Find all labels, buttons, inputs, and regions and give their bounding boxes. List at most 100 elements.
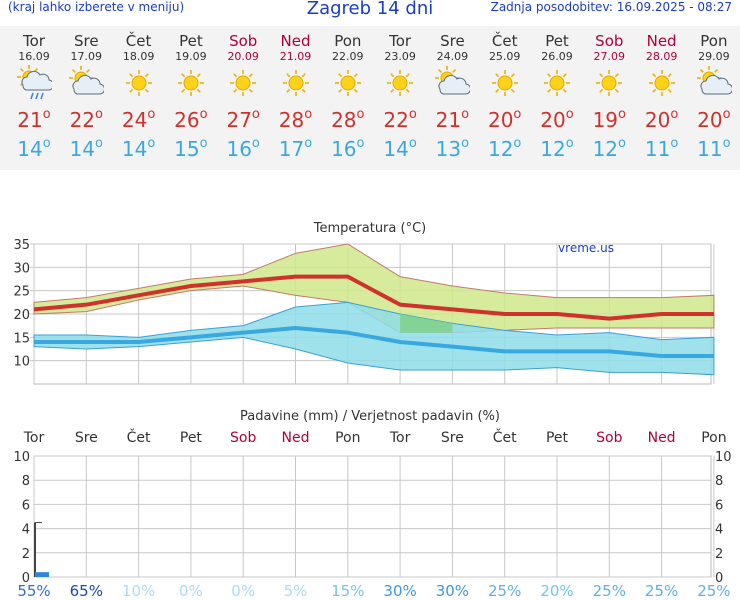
max-temperature: 22o	[383, 107, 417, 132]
precip-probability-label: 30%	[383, 582, 416, 600]
x-tick-label: Čet	[493, 428, 517, 446]
x-tick-label: Čet	[127, 428, 151, 446]
x-tick-label: Pet	[180, 430, 203, 446]
sun-icon	[583, 65, 635, 101]
min-temperature: 17o	[278, 136, 313, 161]
day-date: 25.09	[488, 50, 521, 63]
min-temperature: 12o	[487, 136, 522, 161]
day-column: Ned 21.09 28o 17o	[270, 26, 322, 162]
day-name: Sob	[229, 32, 258, 50]
y-tick-label-right: 8	[715, 474, 723, 489]
max-temperature: 20o	[540, 107, 574, 132]
sun-icon	[165, 65, 217, 101]
day-date: 27.09	[593, 50, 626, 63]
day-date: 23.09	[384, 50, 416, 63]
y-tick-label-right: 6	[715, 498, 723, 513]
precip-probability-label: 0%	[179, 582, 203, 600]
y-tick-label: 25	[13, 285, 30, 300]
day-date: 21.09	[279, 50, 312, 63]
day-date: 28.09	[645, 50, 678, 63]
x-tick-label: Sob	[230, 430, 256, 446]
day-column: Tor 16.09 21o 14o	[8, 26, 60, 161]
max-temperature: 20o	[487, 107, 522, 132]
min-temperature: 16o	[331, 136, 365, 161]
x-tick-label: Pon	[701, 430, 726, 446]
day-column: Pon 22.09 28o 16o	[322, 26, 374, 162]
y-tick-label-right: 2	[715, 547, 723, 562]
x-tick-label: Sre	[441, 430, 464, 446]
min-temperature: 15o	[174, 136, 208, 161]
min-temperature: 12o	[540, 136, 574, 161]
sun-icon	[217, 65, 269, 101]
day-column: Pet 26.09 20o 12o	[531, 26, 583, 162]
precip-probability-label: 30%	[436, 582, 469, 600]
y-tick-label-right: 0	[715, 571, 723, 586]
max-temperature: 27o	[226, 107, 260, 132]
range-overlap-band	[400, 314, 453, 333]
sun-icon	[636, 65, 688, 101]
max-temperature-range-band	[33, 243, 715, 334]
y-tick-label: 15	[13, 331, 30, 346]
temperature-chart: Temperatura (°C) 10 15 20 25 30 35 vreme.us	[13, 221, 715, 385]
day-date: 26.09	[541, 50, 573, 63]
day-name: Tor	[389, 32, 412, 50]
precip-probability-label: 25%	[593, 582, 626, 600]
min-temperature-line	[34, 326, 714, 358]
sun-icon	[374, 65, 426, 101]
precip-probability-label: 5%	[284, 582, 308, 600]
min-temperature: 12o	[592, 136, 626, 161]
day-name: Čet	[125, 32, 152, 50]
min-temperature: 14o	[383, 136, 417, 161]
day-column: Sre 17.09 22o 14o	[60, 26, 112, 161]
sun-cloud-rain-icon	[8, 65, 60, 101]
max-temperature: 24o	[121, 107, 156, 132]
min-temperature: 13o	[435, 136, 470, 161]
plot-area	[33, 455, 712, 578]
day-date: 17.09	[70, 50, 103, 63]
y-tick-label: 35	[13, 238, 30, 253]
x-tick-label: Sob	[596, 430, 622, 446]
precipitation-chart: Padavine (mm) / Verjetnost padavin (%) To…	[13, 409, 732, 600]
x-tick-label: Tor	[23, 430, 45, 446]
min-temperature: 16o	[226, 136, 260, 161]
precip-probability-label: 15%	[331, 582, 364, 600]
precipitation-bar	[35, 572, 49, 577]
watermark: vreme.us	[558, 241, 614, 255]
day-column: Pon 29.09 20o 11o	[688, 26, 740, 161]
y-tick-label-left: 0	[22, 571, 30, 586]
day-column: Sob 27.09 19o 12o	[583, 26, 635, 162]
precip-probability-label: 0%	[231, 582, 255, 600]
y-tick-label: 10	[13, 355, 30, 370]
precip-probability-label: 20%	[540, 582, 573, 600]
y-tick-label-left: 6	[22, 498, 30, 513]
x-tick-label: Ned	[282, 430, 310, 446]
x-tick-label: Pon	[335, 430, 360, 446]
day-date: 20.09	[227, 50, 259, 63]
sun-icon	[322, 65, 374, 101]
max-temperature: 19o	[592, 107, 626, 132]
y-tick-label-right: 4	[715, 523, 723, 538]
min-temperature: 11o	[697, 136, 731, 161]
location-hint: (kraj lahko izberete v meniju)	[8, 0, 185, 14]
day-date: 24.09	[436, 50, 469, 63]
max-temperature: 28o	[331, 107, 365, 132]
y-tick-label-right: 10	[715, 450, 732, 465]
y-tick-label-left: 4	[22, 523, 30, 538]
day-column: Sre 24.09 21o 13o	[426, 26, 478, 161]
max-temperature: 21o	[435, 107, 470, 132]
day-name: Sre	[440, 32, 465, 50]
max-temperature: 22o	[69, 107, 103, 132]
day-name: Pon	[700, 32, 728, 50]
precip-probability-label: 25%	[488, 582, 521, 600]
day-name: Sre	[74, 32, 99, 50]
day-name: Pet	[545, 32, 569, 50]
day-date: 16.09	[18, 50, 50, 63]
min-temperature: 14o	[17, 136, 51, 161]
y-tick-label: 30	[13, 261, 30, 276]
day-name: Pet	[179, 32, 203, 50]
sun-cloud-icon	[426, 65, 478, 101]
day-column: Čet 25.09 20o 12o	[479, 26, 531, 162]
y-tick-label-left: 8	[22, 474, 30, 489]
chart-title: Padavine (mm) / Verjetnost padavin (%)	[240, 409, 500, 424]
max-temperature-line	[33, 274, 714, 321]
